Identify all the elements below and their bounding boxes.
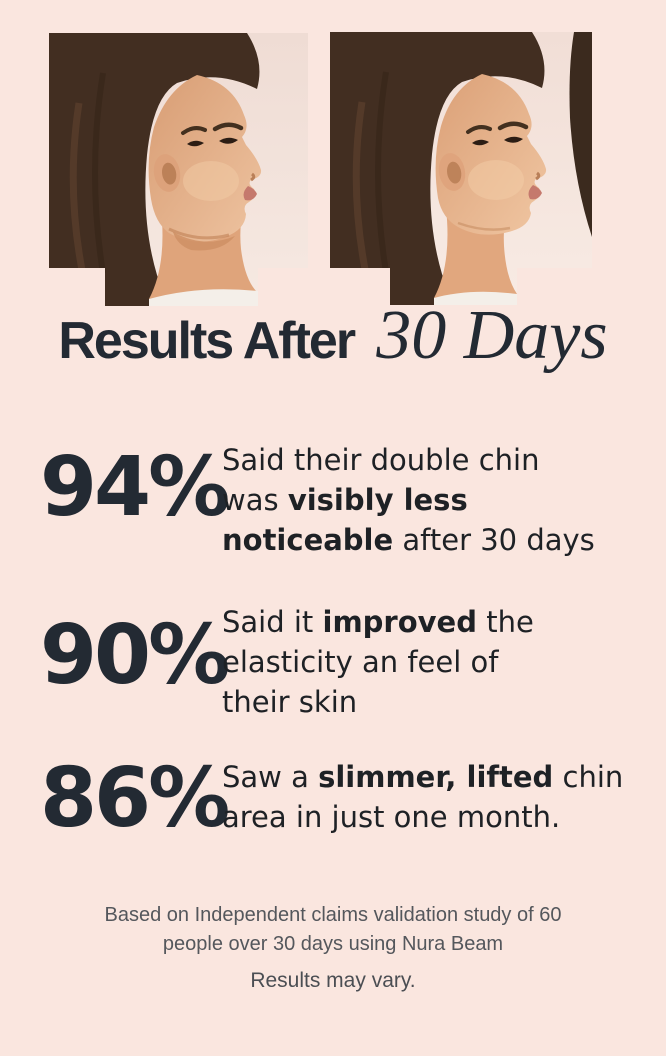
stat-text: after 30 days (393, 523, 595, 557)
stat-text-line: noticeable after 30 days (222, 520, 636, 560)
stat-text-line: their skin (222, 682, 636, 722)
stat-description: Saw a slimmer, lifted chin area in just … (222, 757, 666, 841)
stat-text: Said it (222, 605, 323, 639)
stat-text-line: Said their double chin (222, 440, 636, 480)
stat-text-bold: slimmer, lifted (318, 760, 554, 794)
stat-description: Said it improved the elasticity an feel … (222, 602, 666, 722)
stat-description: Said their double chin was visibly less … (222, 440, 666, 560)
before-portrait-image (49, 33, 308, 306)
after-photo (330, 32, 592, 305)
title-italic-text: 30 Days (376, 297, 608, 374)
stat-row-90: 90% Said it improved the elasticity an f… (0, 602, 666, 722)
stat-text-line: elasticity an feel of (222, 642, 636, 682)
stat-text-bold: noticeable (222, 523, 394, 557)
stat-text: was (222, 483, 288, 517)
stat-row-94: 94% Said their double chin was visibly l… (0, 440, 666, 560)
stat-text: Said their double chin (222, 443, 540, 477)
stat-text: chin (553, 760, 624, 794)
title-regular-text: Results After (58, 312, 356, 370)
after-portrait-image (330, 32, 592, 305)
disclaimer-line: Based on Independent claims validation s… (104, 904, 562, 926)
stat-text: the (477, 605, 534, 639)
stat-text-bold: improved (322, 605, 477, 639)
stat-text: elasticity an feel of (222, 645, 499, 679)
stat-text: area in just one month. (222, 800, 561, 834)
stat-text-line: Said it improved the (222, 602, 636, 642)
stat-text-line: Saw a slimmer, lifted chin (222, 757, 636, 797)
disclaimer-line: people over 30 days using Nura Beam (162, 933, 504, 955)
stat-text: Saw a (222, 760, 319, 794)
stat-value: 90% (40, 608, 230, 703)
before-photo (49, 33, 308, 306)
stat-text-line: area in just one month. (222, 797, 636, 837)
stat-row-86: 86% Saw a slimmer, lifted chin area in j… (0, 757, 666, 841)
stat-text-bold: visibly less (287, 483, 468, 517)
stat-value: 86% (40, 751, 230, 846)
stat-value: 94% (40, 440, 230, 535)
page-title: Results After 30 Days (0, 296, 666, 387)
stat-text-line: was visibly less (222, 480, 636, 520)
study-disclaimer: Based on Independent claims validation s… (0, 901, 666, 959)
results-may-vary-note: Results may vary. (250, 969, 416, 992)
stat-text: their skin (222, 685, 358, 719)
